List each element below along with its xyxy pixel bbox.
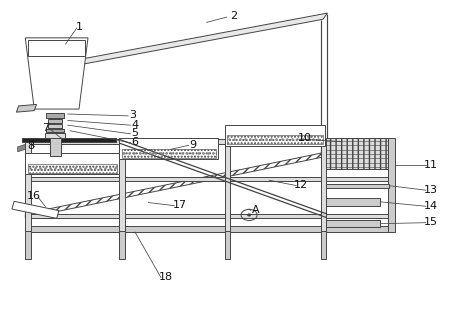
Bar	[48, 124, 62, 128]
Bar	[224, 124, 325, 146]
Text: 11: 11	[423, 160, 437, 170]
Bar	[388, 137, 395, 232]
Text: 1: 1	[75, 22, 83, 32]
Bar	[321, 139, 326, 232]
Bar	[326, 184, 389, 188]
Text: 3: 3	[129, 110, 136, 120]
Text: 12: 12	[294, 180, 308, 190]
Text: 2: 2	[230, 11, 237, 21]
Bar	[25, 139, 31, 232]
Circle shape	[247, 214, 251, 216]
Bar	[45, 133, 65, 138]
Text: 15: 15	[423, 217, 437, 227]
Text: 8: 8	[27, 141, 35, 151]
Text: 18: 18	[159, 272, 173, 282]
Text: 9: 9	[189, 140, 197, 150]
Polygon shape	[25, 139, 388, 218]
Bar	[119, 139, 125, 232]
Bar	[122, 149, 216, 158]
Bar	[321, 231, 326, 259]
Bar	[25, 177, 388, 181]
Bar	[25, 214, 388, 218]
Text: 17: 17	[173, 200, 187, 210]
Bar	[46, 114, 64, 118]
Polygon shape	[12, 201, 59, 218]
Text: 16: 16	[27, 191, 41, 201]
Text: 7: 7	[42, 123, 49, 132]
Bar	[227, 135, 323, 144]
Bar	[50, 115, 61, 156]
Bar	[326, 220, 380, 227]
Bar	[25, 226, 388, 232]
Bar	[48, 119, 62, 123]
Bar	[25, 139, 388, 144]
Polygon shape	[75, 13, 327, 66]
Polygon shape	[18, 144, 25, 152]
Text: 4: 4	[132, 119, 139, 130]
Bar	[27, 164, 117, 173]
Text: 10: 10	[298, 133, 312, 143]
Polygon shape	[25, 38, 88, 109]
Bar	[28, 40, 85, 56]
Bar	[326, 138, 388, 169]
Bar	[46, 128, 64, 132]
Bar	[224, 139, 230, 232]
Text: A: A	[252, 205, 260, 215]
Text: 13: 13	[423, 184, 437, 195]
Polygon shape	[16, 104, 36, 112]
Text: 5: 5	[132, 128, 138, 138]
Text: 6: 6	[132, 137, 138, 147]
Bar	[25, 153, 119, 174]
Bar	[326, 198, 380, 206]
Text: 14: 14	[423, 201, 437, 211]
Bar	[22, 137, 116, 142]
Bar	[224, 231, 230, 259]
Bar	[119, 231, 125, 259]
Bar	[119, 138, 218, 159]
Bar	[25, 231, 31, 259]
